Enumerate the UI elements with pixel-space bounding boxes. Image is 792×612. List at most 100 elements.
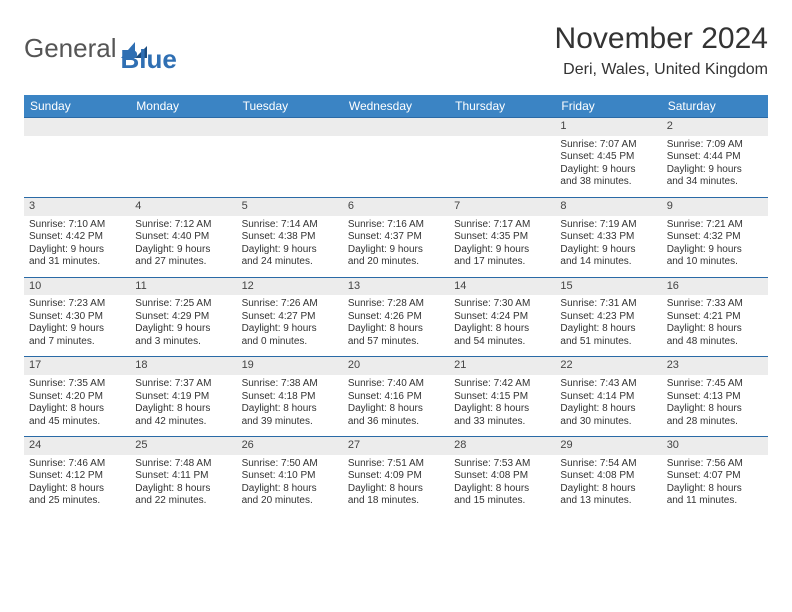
day-number: 16	[662, 278, 768, 296]
day-body: Sunrise: 7:43 AMSunset: 4:14 PMDaylight:…	[555, 375, 661, 436]
day-body: Sunrise: 7:42 AMSunset: 4:15 PMDaylight:…	[449, 375, 555, 436]
calendar-row: 1Sunrise: 7:07 AMSunset: 4:45 PMDaylight…	[24, 118, 768, 198]
day-day1: Daylight: 9 hours	[667, 164, 763, 177]
day-sunrise: Sunrise: 7:40 AM	[348, 378, 444, 391]
day-number: 7	[449, 198, 555, 216]
calendar-cell: 2Sunrise: 7:09 AMSunset: 4:44 PMDaylight…	[662, 118, 768, 198]
day-sunrise: Sunrise: 7:25 AM	[135, 298, 231, 311]
day-number: 27	[343, 437, 449, 455]
day-day2: and 57 minutes.	[348, 336, 444, 349]
day-sunrise: Sunrise: 7:33 AM	[667, 298, 763, 311]
day-number: 21	[449, 357, 555, 375]
day-day1: Daylight: 9 hours	[29, 244, 125, 257]
day-number: 10	[24, 278, 130, 296]
day-day2: and 25 minutes.	[29, 495, 125, 508]
calendar-cell: 3Sunrise: 7:10 AMSunset: 4:42 PMDaylight…	[24, 197, 130, 277]
day-day1: Daylight: 8 hours	[29, 403, 125, 416]
calendar-row: 17Sunrise: 7:35 AMSunset: 4:20 PMDayligh…	[24, 357, 768, 437]
calendar-cell: 17Sunrise: 7:35 AMSunset: 4:20 PMDayligh…	[24, 357, 130, 437]
day-body: Sunrise: 7:45 AMSunset: 4:13 PMDaylight:…	[662, 375, 768, 436]
day-number: 19	[237, 357, 343, 375]
day-body: Sunrise: 7:14 AMSunset: 4:38 PMDaylight:…	[237, 216, 343, 277]
day-body: Sunrise: 7:31 AMSunset: 4:23 PMDaylight:…	[555, 295, 661, 356]
day-day1: Daylight: 8 hours	[348, 483, 444, 496]
day-number: 26	[237, 437, 343, 455]
day-body-empty	[449, 136, 555, 187]
day-number: 15	[555, 278, 661, 296]
day-number: 17	[24, 357, 130, 375]
day-sunrise: Sunrise: 7:19 AM	[560, 219, 656, 232]
day-day1: Daylight: 8 hours	[560, 483, 656, 496]
day-number: 28	[449, 437, 555, 455]
day-sunset: Sunset: 4:40 PM	[135, 231, 231, 244]
calendar-cell: 24Sunrise: 7:46 AMSunset: 4:12 PMDayligh…	[24, 437, 130, 516]
day-day1: Daylight: 8 hours	[667, 483, 763, 496]
day-number: 14	[449, 278, 555, 296]
day-day2: and 3 minutes.	[135, 336, 231, 349]
day-day1: Daylight: 8 hours	[348, 323, 444, 336]
day-day2: and 33 minutes.	[454, 416, 550, 429]
day-day1: Daylight: 8 hours	[242, 483, 338, 496]
logo-text-2: Blue	[121, 44, 177, 75]
day-number-empty	[24, 118, 130, 136]
calendar-cell: 14Sunrise: 7:30 AMSunset: 4:24 PMDayligh…	[449, 277, 555, 357]
calendar-cell: 30Sunrise: 7:56 AMSunset: 4:07 PMDayligh…	[662, 437, 768, 516]
day-number-empty	[130, 118, 236, 136]
day-sunrise: Sunrise: 7:17 AM	[454, 219, 550, 232]
day-sunrise: Sunrise: 7:50 AM	[242, 458, 338, 471]
day-number: 13	[343, 278, 449, 296]
day-day1: Daylight: 8 hours	[242, 403, 338, 416]
day-day2: and 20 minutes.	[348, 256, 444, 269]
day-day2: and 18 minutes.	[348, 495, 444, 508]
day-body: Sunrise: 7:17 AMSunset: 4:35 PMDaylight:…	[449, 216, 555, 277]
day-number-empty	[449, 118, 555, 136]
day-number: 29	[555, 437, 661, 455]
day-sunset: Sunset: 4:08 PM	[454, 470, 550, 483]
day-sunrise: Sunrise: 7:21 AM	[667, 219, 763, 232]
day-number: 6	[343, 198, 449, 216]
day-sunset: Sunset: 4:20 PM	[29, 391, 125, 404]
day-sunset: Sunset: 4:26 PM	[348, 311, 444, 324]
calendar-cell: 16Sunrise: 7:33 AMSunset: 4:21 PMDayligh…	[662, 277, 768, 357]
day-body-empty	[237, 136, 343, 187]
day-body: Sunrise: 7:54 AMSunset: 4:08 PMDaylight:…	[555, 455, 661, 516]
day-sunrise: Sunrise: 7:38 AM	[242, 378, 338, 391]
day-sunrise: Sunrise: 7:23 AM	[29, 298, 125, 311]
weekday-header: Thursday	[449, 95, 555, 118]
calendar-cell: 6Sunrise: 7:16 AMSunset: 4:37 PMDaylight…	[343, 197, 449, 277]
day-day1: Daylight: 8 hours	[454, 403, 550, 416]
day-number: 11	[130, 278, 236, 296]
day-sunrise: Sunrise: 7:53 AM	[454, 458, 550, 471]
calendar-cell-empty	[237, 118, 343, 198]
calendar-cell: 8Sunrise: 7:19 AMSunset: 4:33 PMDaylight…	[555, 197, 661, 277]
day-number-empty	[343, 118, 449, 136]
day-sunset: Sunset: 4:16 PM	[348, 391, 444, 404]
day-sunset: Sunset: 4:15 PM	[454, 391, 550, 404]
day-sunrise: Sunrise: 7:26 AM	[242, 298, 338, 311]
day-number: 30	[662, 437, 768, 455]
day-day2: and 38 minutes.	[560, 176, 656, 189]
day-day2: and 20 minutes.	[242, 495, 338, 508]
day-body: Sunrise: 7:40 AMSunset: 4:16 PMDaylight:…	[343, 375, 449, 436]
location-subtitle: Deri, Wales, United Kingdom	[555, 61, 768, 79]
day-day1: Daylight: 8 hours	[560, 323, 656, 336]
day-number: 20	[343, 357, 449, 375]
day-day2: and 27 minutes.	[135, 256, 231, 269]
day-body: Sunrise: 7:09 AMSunset: 4:44 PMDaylight:…	[662, 136, 768, 197]
calendar-cell: 9Sunrise: 7:21 AMSunset: 4:32 PMDaylight…	[662, 197, 768, 277]
day-body: Sunrise: 7:30 AMSunset: 4:24 PMDaylight:…	[449, 295, 555, 356]
day-day2: and 15 minutes.	[454, 495, 550, 508]
weekday-header: Tuesday	[237, 95, 343, 118]
weekday-header: Friday	[555, 95, 661, 118]
day-sunset: Sunset: 4:14 PM	[560, 391, 656, 404]
day-body-empty	[343, 136, 449, 187]
day-day2: and 54 minutes.	[454, 336, 550, 349]
day-body: Sunrise: 7:10 AMSunset: 4:42 PMDaylight:…	[24, 216, 130, 277]
calendar-cell: 10Sunrise: 7:23 AMSunset: 4:30 PMDayligh…	[24, 277, 130, 357]
day-number: 1	[555, 118, 661, 136]
day-body: Sunrise: 7:51 AMSunset: 4:09 PMDaylight:…	[343, 455, 449, 516]
day-number: 3	[24, 198, 130, 216]
month-title: November 2024	[555, 22, 768, 56]
header: General Blue November 2024 Deri, Wales, …	[24, 22, 768, 79]
calendar-cell-empty	[449, 118, 555, 198]
